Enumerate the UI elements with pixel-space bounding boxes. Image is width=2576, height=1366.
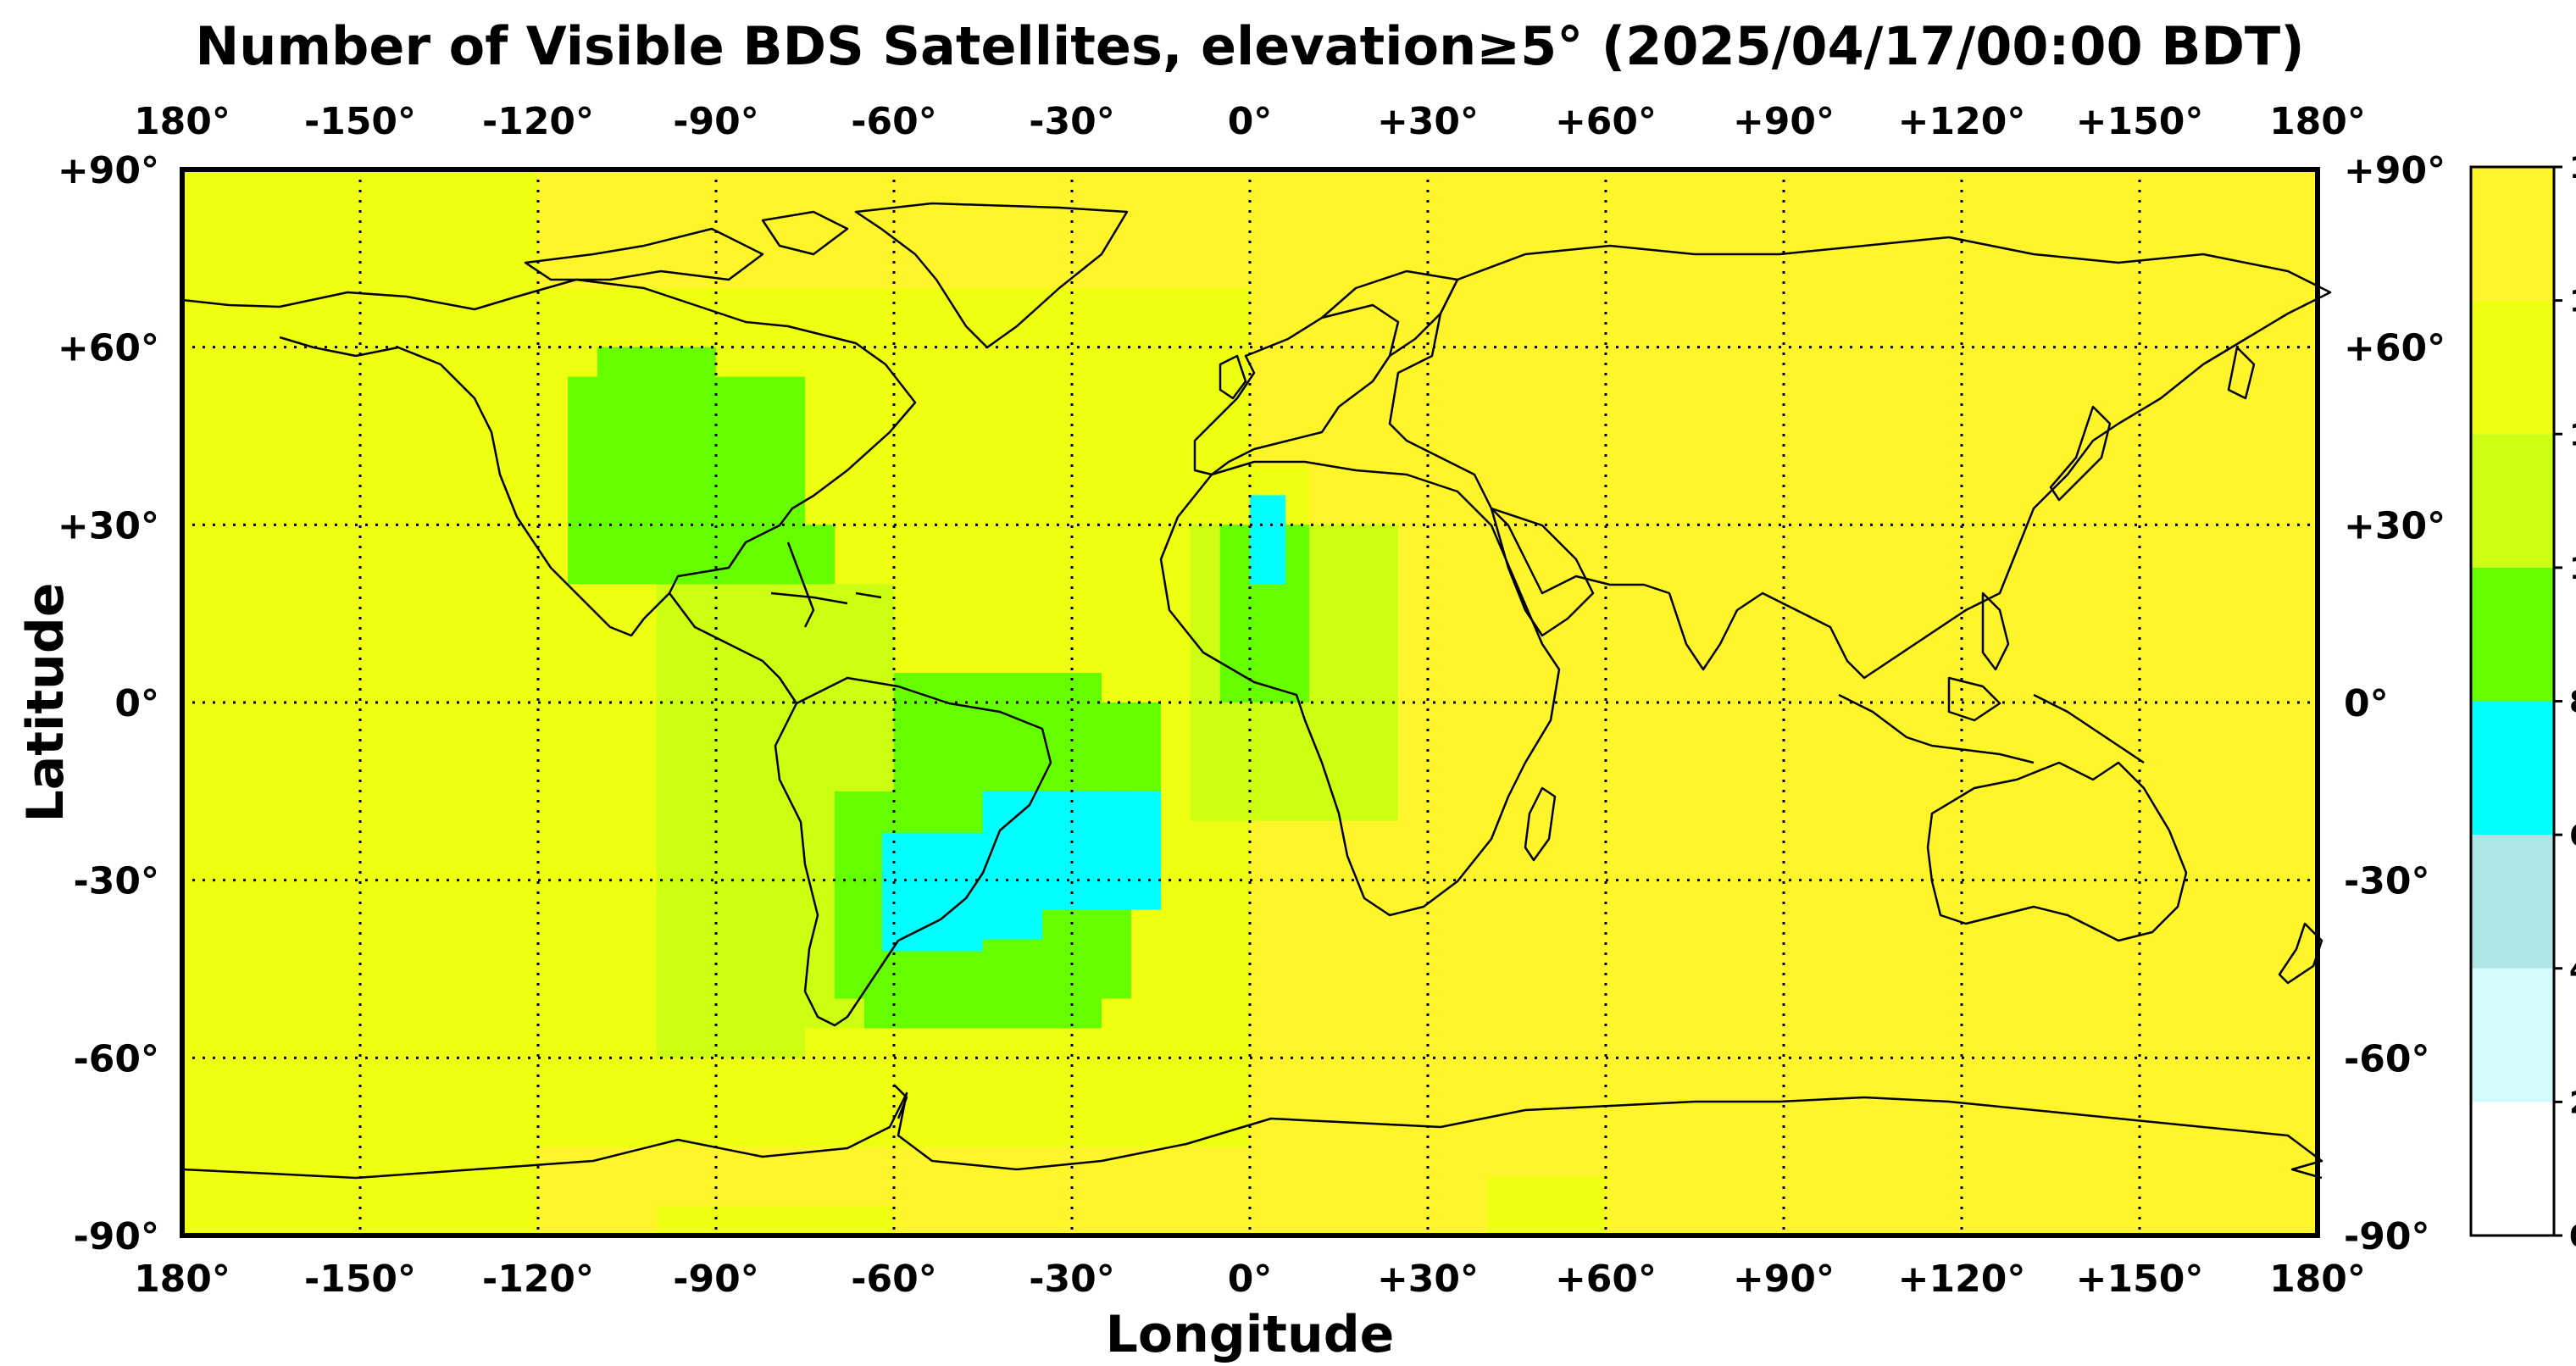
- lat-tick-right-4: -30°: [2344, 860, 2430, 903]
- colorbar-tick-label-4: 8: [2569, 686, 2576, 720]
- lon-tick-bottom-12: 180°: [2269, 1258, 2366, 1301]
- lon-tick-bottom-5: -30°: [1029, 1258, 1115, 1301]
- lat-tick-left-1: +60°: [58, 327, 159, 370]
- heatmap-cell-6: [805, 1028, 1250, 1147]
- lon-tick-top-2: -120°: [482, 100, 594, 143]
- lat-tick-right-0: +90°: [2344, 149, 2446, 192]
- x-axis-label: Longitude: [1106, 1305, 1395, 1364]
- lat-tick-right-6: -90°: [2344, 1215, 2430, 1258]
- lon-tick-top-12: 180°: [2269, 100, 2366, 143]
- lon-tick-bottom-7: +30°: [1377, 1258, 1479, 1301]
- lat-tick-left-6: -90°: [74, 1215, 160, 1258]
- lat-tick-left-5: -60°: [74, 1037, 160, 1080]
- heatmap-cell-11: [953, 702, 1161, 791]
- lon-tick-top-11: +150°: [2076, 100, 2204, 143]
- heatmap-cell-13: [864, 969, 1102, 1029]
- lon-tick-top-4: -60°: [851, 100, 937, 143]
- lon-tick-top-9: +90°: [1733, 100, 1835, 143]
- lon-tick-top-7: +30°: [1377, 100, 1479, 143]
- colorbar-tick-label-5: 10: [2569, 552, 2576, 586]
- lon-tick-top-5: -30°: [1029, 100, 1115, 143]
- lon-tick-bottom-2: -120°: [482, 1258, 594, 1301]
- colorbar-bin-3: [2471, 701, 2554, 836]
- colorbar-bin-7: [2471, 167, 2554, 301]
- colorbar-tick-label-6: 12: [2569, 418, 2576, 453]
- lat-tick-left-4: -30°: [74, 860, 160, 903]
- lon-tick-bottom-11: +150°: [2076, 1258, 2204, 1301]
- colorbar-tick-label-1: 2: [2569, 1086, 2576, 1120]
- heatmap-cell-20: [657, 1206, 894, 1236]
- lat-tick-left-0: +90°: [58, 149, 159, 192]
- axis-tick-labels: 180° 180° -150° -150° -120° -120° -90° -90° -60°…: [58, 100, 2446, 1301]
- lon-tick-bottom-3: -90°: [673, 1258, 759, 1301]
- heatmap-cell-19: [1487, 1176, 1606, 1236]
- colorbar-bin-0: [2471, 1102, 2554, 1236]
- colorbar-tick-label-3: 6: [2569, 819, 2576, 853]
- heatmap-cell-1: [271, 584, 479, 1058]
- colorbar-bin-4: [2471, 567, 2554, 702]
- lon-tick-bottom-8: +60°: [1555, 1258, 1657, 1301]
- lon-tick-bottom-0: 180°: [134, 1258, 230, 1301]
- lat-tick-left-2: +30°: [58, 504, 159, 547]
- lat-tick-right-3: 0°: [2344, 682, 2389, 725]
- plot-frame: [180, 167, 2320, 1238]
- chart-title: Number of Visible BDS Satellites, elevat…: [195, 15, 2304, 77]
- colorbar-tick-label-7: 14: [2569, 285, 2576, 319]
- colorbar-tick-label-2: 4: [2569, 952, 2576, 987]
- lat-tick-left-3: 0°: [114, 682, 159, 725]
- lat-tick-right-2: +30°: [2344, 504, 2446, 547]
- lon-tick-top-6: 0°: [1228, 100, 1273, 143]
- lon-tick-top-0: 180°: [134, 100, 230, 143]
- coastlines: [181, 202, 2332, 1180]
- heatmap-cell-17: [983, 880, 1042, 940]
- lon-tick-top-3: -90°: [673, 100, 759, 143]
- colorbar: 0 2 4 6 8 10 12 14 16: [2469, 151, 2576, 1254]
- y-axis-label: Latitude: [16, 582, 75, 822]
- colorbar-tick-label-8: 16: [2569, 151, 2576, 186]
- lon-tick-top-10: +120°: [1898, 100, 2026, 143]
- lon-tick-top-1: -150°: [304, 100, 416, 143]
- colorbar-bin-1: [2471, 968, 2554, 1102]
- colorbar-bin-5: [2471, 434, 2554, 568]
- lat-tick-right-1: +60°: [2344, 327, 2446, 370]
- lon-tick-top-8: +60°: [1555, 100, 1657, 143]
- lat-lon-grid: [182, 169, 2318, 1236]
- heatmap-cell-8: [597, 347, 716, 377]
- colorbar-bin-6: [2471, 300, 2554, 435]
- lat-tick-right-5: -60°: [2344, 1037, 2430, 1080]
- heatmap-cell-16: [882, 832, 983, 952]
- lon-tick-bottom-10: +120°: [1898, 1258, 2026, 1301]
- heatmap-cell-18: [1250, 495, 1285, 585]
- colorbar-tick-label-0: 0: [2569, 1219, 2576, 1254]
- lon-tick-bottom-1: -150°: [304, 1258, 416, 1301]
- colorbar-bin-2: [2471, 835, 2554, 969]
- lon-tick-bottom-9: +90°: [1733, 1258, 1835, 1301]
- lon-tick-bottom-6: 0°: [1228, 1258, 1273, 1301]
- lon-tick-bottom-4: -60°: [851, 1258, 937, 1301]
